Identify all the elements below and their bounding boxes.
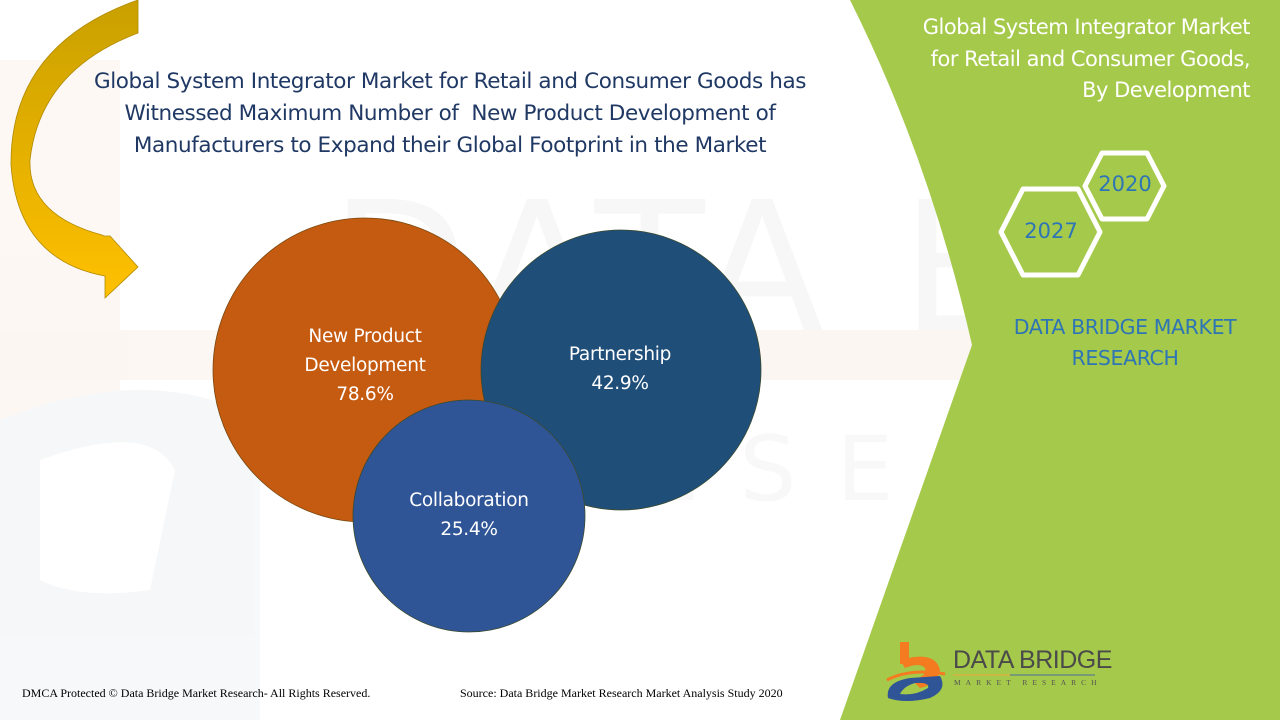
data-bridge-logo-icon [886, 642, 946, 701]
side-title-line: By Development [1082, 78, 1250, 102]
hexagon-2020 [1082, 150, 1167, 222]
hexagon-2027 [998, 186, 1103, 278]
headline-line-3: Manufacturers to Expand their Global Foo… [133, 133, 767, 158]
bubble-label-text: Partnership [568, 344, 672, 365]
headline: Global System Integrator Market for Reta… [60, 66, 840, 162]
side-panel-title: Global System Integrator Market for Reta… [870, 12, 1251, 107]
bubble-value: 42.9% [591, 373, 649, 394]
bubble-collaboration [352, 399, 586, 633]
year-start: 2020 [1098, 172, 1152, 196]
label-new-product-development: New Product Development 78.6% [265, 322, 465, 409]
year-end: 2027 [1024, 219, 1078, 243]
footer-copyright: DMCA Protected © Data Bridge Market Rese… [22, 686, 371, 700]
side-title-line: Global System Integrator Market [922, 15, 1251, 39]
footer-source: Source: Data Bridge Market Research Mark… [460, 686, 783, 700]
headline-line-2: Witnessed Maximum Number of New Product … [124, 101, 776, 126]
label-collaboration: Collaboration 25.4% [369, 486, 569, 544]
bubble-value: 78.6% [336, 384, 394, 405]
brand-text: DATA BRIDGE MARKET RESEARCH [990, 312, 1260, 374]
bubble-value: 25.4% [440, 519, 498, 540]
logo-tagline: MARKET RESEARCH [954, 678, 1102, 687]
brand-line: RESEARCH [1071, 346, 1179, 370]
brand-line: DATA BRIDGE MARKET [1013, 315, 1237, 339]
curved-arrow-icon [10, 0, 139, 299]
headline-line-1: Global System Integrator Market for Reta… [93, 69, 807, 94]
side-title-line: for Retail and Consumer Goods, [930, 46, 1251, 71]
logo-name: DATA BRIDGE [953, 646, 1112, 674]
label-partnership: Partnership 42.9% [520, 340, 720, 398]
bubble-label-text: Collaboration [409, 490, 529, 511]
green-side-panel [840, 0, 1280, 720]
bubble-label-text: New Product [308, 326, 422, 347]
bubble-label-text: Development [304, 355, 426, 376]
